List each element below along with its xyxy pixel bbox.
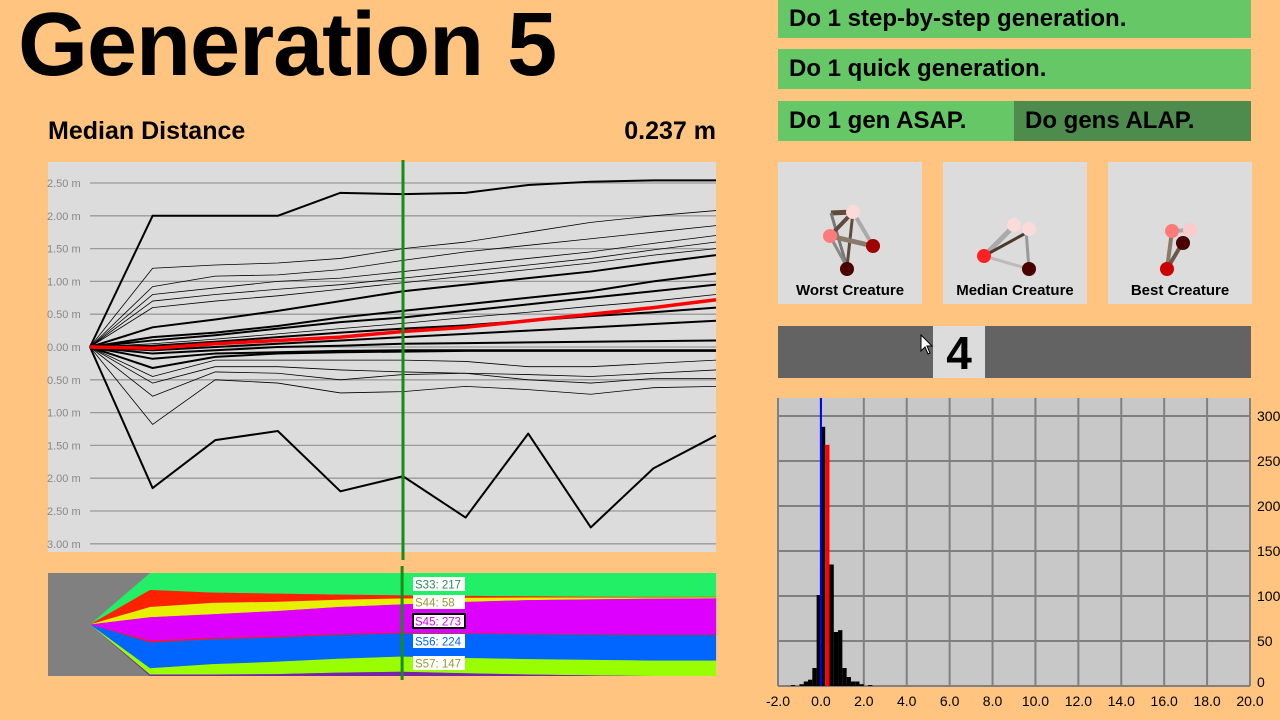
y-tick-label: 300: [1257, 408, 1280, 424]
species-label: S45: 273: [415, 617, 461, 629]
species-label: S44: 58: [415, 598, 455, 610]
histogram-background: [778, 398, 1250, 686]
species-label-box: [413, 656, 465, 670]
y-tick-label: 150: [1257, 543, 1280, 559]
y-tick-label: 100: [1257, 588, 1280, 604]
y-tick-label: 0.00 m: [47, 342, 81, 354]
median-creature-label: Median Creature: [956, 282, 1074, 299]
median-creature-panel[interactable]: Median Creature: [943, 162, 1087, 304]
species-label: S33: 217: [415, 580, 461, 592]
x-tick-label: 18.0: [1193, 693, 1220, 709]
histogram-bar: [790, 685, 796, 686]
worst-creature-icon: [823, 205, 880, 276]
y-tick-label: 0.50 m: [47, 375, 81, 387]
median-creature-icon: [977, 218, 1036, 276]
y-tick-label: 1.50 m: [47, 440, 81, 452]
x-tick-label: 6.0: [940, 693, 960, 709]
step-by-step-generation-button[interactable]: Do 1 step-by-step generation.: [778, 0, 1251, 38]
species-band-minor: [90, 589, 717, 625]
y-tick-label: 50: [1257, 633, 1273, 649]
y-tick-label: 1.00 m: [47, 276, 81, 288]
histogram-bar: [842, 668, 847, 686]
generation-title: Generation 5: [18, 0, 557, 95]
median-distance-chart: 2.50 m 2.00 m 1.50 m 1.00 m 0.50 m 0.00 m 0.50…: [47, 160, 717, 560]
species-band-S57: [90, 624, 717, 676]
species-label-box: [413, 595, 465, 609]
histogram-bar: [799, 684, 804, 686]
x-tick-label: 4.0: [897, 693, 917, 709]
metric-value: 0.237 m: [624, 117, 716, 145]
species-label-box: [413, 634, 465, 648]
x-tick-label: -2.0: [766, 693, 790, 709]
plot-background: [48, 162, 716, 552]
histogram-bar: [855, 681, 860, 686]
y-tick-label: 200: [1257, 498, 1280, 514]
x-tick-label: 2.0: [854, 693, 874, 709]
histogram-bar: [868, 685, 873, 686]
species-label: S57: 147: [415, 659, 461, 671]
y-tick-label: 2.00 m: [47, 211, 81, 223]
generation-slider-handle[interactable]: 4: [933, 326, 985, 379]
species-band-S33: [90, 573, 717, 625]
metric-label: Median Distance: [48, 117, 246, 145]
mouse-cursor-icon: [920, 334, 934, 355]
y-tick-label: 3.00 m: [47, 539, 81, 551]
x-tick-label: 0.0: [811, 693, 831, 709]
histogram-bar: [859, 684, 864, 686]
best-creature-label: Best Creature: [1130, 282, 1230, 299]
histogram-bar: [803, 681, 809, 686]
histogram-bar: [838, 630, 843, 686]
species-label-box: [412, 613, 466, 629]
y-tick-label: 250: [1257, 453, 1280, 469]
y-tick-label: 1.50 m: [47, 244, 81, 256]
x-tick-label: 16.0: [1151, 693, 1178, 709]
species-band-S44: [90, 597, 717, 625]
y-tick-label: 0: [1257, 674, 1265, 690]
gens-alap-button[interactable]: Do gens ALAP.: [1014, 101, 1251, 141]
histogram-bar: [829, 564, 834, 686]
histogram-bar: [820, 426, 826, 686]
gen-asap-button[interactable]: Do 1 gen ASAP.: [778, 101, 1014, 141]
x-tick-label: 14.0: [1108, 693, 1135, 709]
histogram-bar: [816, 595, 821, 686]
worst-creature-label: Worst Creature: [795, 282, 905, 299]
y-tick-label: 2.50 m: [47, 506, 81, 518]
y-tick-label: 2.00 m: [47, 473, 81, 485]
histogram-bar: [825, 444, 830, 686]
species-label-box: [413, 577, 465, 591]
quick-generation-button[interactable]: Do 1 quick generation.: [778, 49, 1251, 89]
histogram-bar: [846, 677, 851, 686]
species-label: S56: 224: [415, 637, 462, 649]
x-tick-label: 10.0: [1022, 693, 1049, 709]
y-tick-label: 1.00 m: [47, 408, 81, 420]
x-tick-label: 8.0: [983, 693, 1003, 709]
best-creature-icon: [1160, 223, 1197, 276]
generation-slider-track[interactable]: [778, 326, 1251, 378]
worst-creature-panel[interactable]: Worst Creature: [778, 162, 922, 304]
histogram-bar: [812, 668, 817, 686]
histogram-bar: [833, 632, 839, 686]
y-tick-label: 2.50 m: [47, 178, 81, 190]
x-tick-label: 12.0: [1065, 693, 1092, 709]
histogram-bar: [808, 679, 813, 686]
histogram-bar: [850, 681, 856, 686]
best-creature-panel[interactable]: Best Creature: [1108, 162, 1252, 304]
x-tick-label: 20.0: [1236, 693, 1263, 709]
species-area-chart: S33: 217 S44: 58 S45: 273 S56: 224 S57: 147: [48, 566, 717, 680]
y-tick-label: 0.50 m: [47, 309, 81, 321]
